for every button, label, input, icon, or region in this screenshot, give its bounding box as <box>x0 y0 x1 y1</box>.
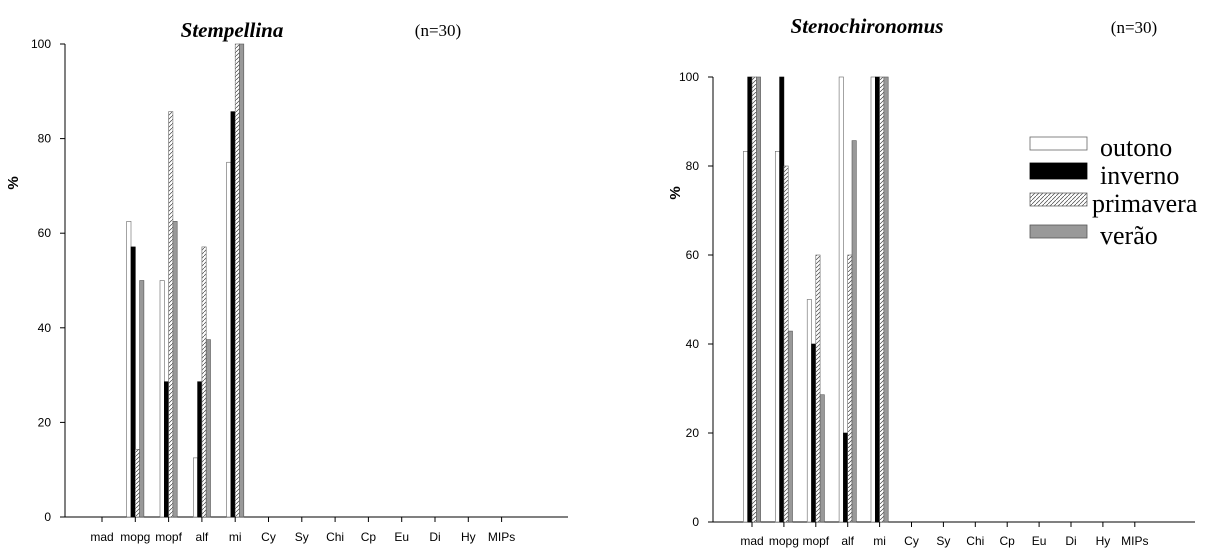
y-tick-label: 100 <box>31 37 51 51</box>
bar-primavera-alf <box>847 254 853 523</box>
bar-inverno-mad <box>747 76 753 523</box>
x-tick-label: alf <box>196 530 209 544</box>
legend-swatch-outono <box>1029 136 1088 151</box>
x-tick-label: Chi <box>326 530 344 544</box>
bar-inverno-mopf <box>811 343 817 523</box>
y-tick-label: 40 <box>686 337 700 351</box>
sample-size-annotation: (n=30) <box>1111 18 1157 37</box>
x-tick-label: mopf <box>802 534 829 548</box>
x-tick-label: MIPs <box>488 530 515 544</box>
bar-inverno-mopf <box>164 381 169 518</box>
bar-primavera-mad <box>751 76 757 523</box>
bar-outono-alf <box>838 76 844 523</box>
bar-primavera-alf <box>201 246 207 518</box>
x-tick-label: Chi <box>966 534 984 548</box>
bar-inverno-mi <box>230 111 236 518</box>
bar-verão-alf <box>205 339 211 518</box>
sample-size-annotation: (n=30) <box>415 21 461 40</box>
x-tick-label: Hy <box>1096 534 1111 548</box>
legend-swatch-verão <box>1029 224 1088 239</box>
bar-verão-mi <box>239 43 245 518</box>
y-axis-label: % <box>667 186 684 199</box>
bar-verão-mad <box>755 76 761 523</box>
y-tick-label: 100 <box>679 70 699 84</box>
x-tick-label: mi <box>873 534 886 548</box>
bar-verão-mopg <box>787 330 793 523</box>
legend-label-inverno: inverno <box>1100 161 1179 190</box>
bar-outono-alf <box>193 457 198 518</box>
y-tick-label: 20 <box>38 415 52 429</box>
y-tick-label: 0 <box>692 515 699 529</box>
bar-outono-mopf <box>159 280 165 518</box>
x-tick-label: Cy <box>261 530 276 544</box>
x-tick-label: mopg <box>120 530 150 544</box>
chart-title: Stenochironomus <box>791 14 944 38</box>
y-axis-label: % <box>5 176 22 189</box>
legend-label-verão: verão <box>1100 221 1158 250</box>
y-tick-label: 60 <box>686 248 700 262</box>
x-tick-label: Cp <box>1000 534 1016 548</box>
y-tick-label: 60 <box>38 226 52 240</box>
chart-title: Stempellina <box>181 18 284 42</box>
legend-swatch-inverno <box>1029 162 1088 180</box>
x-tick-label: Hy <box>461 530 476 544</box>
x-tick-label: mopf <box>155 530 182 544</box>
bar-inverno-alf <box>197 381 203 518</box>
bar-outono-mopf <box>806 299 812 523</box>
x-tick-label: Di <box>429 530 440 544</box>
bar-verão-mopf <box>819 394 825 523</box>
x-tick-label: Cp <box>361 530 377 544</box>
bar-primavera-mopf <box>815 254 821 523</box>
x-tick-label: alf <box>841 534 854 548</box>
y-tick-label: 0 <box>44 510 51 524</box>
bar-primavera-mi <box>234 43 240 518</box>
bar-verão-mopg <box>139 280 145 518</box>
bar-outono-mopg <box>126 221 132 518</box>
bar-inverno-mopg <box>779 76 785 523</box>
bar-verão-mi <box>883 76 889 523</box>
chart-stenochironomus: Stenochironomus (n=30) % 0 20 40 60 80 100 ma… <box>667 14 1195 548</box>
bar-inverno-alf <box>843 432 849 523</box>
y-tick-label: 80 <box>38 132 52 146</box>
x-tick-label: mopg <box>769 534 799 548</box>
legend-label-primavera: primavera <box>1092 189 1198 218</box>
bar-verão-mopf <box>172 221 178 518</box>
bar-outono-mi <box>870 76 876 523</box>
x-tick-label: mi <box>229 530 242 544</box>
bar-primavera-mopg <box>135 449 140 518</box>
x-tick-label: mad <box>90 530 113 544</box>
legend-label-outono: outono <box>1100 133 1172 162</box>
bar-outono-mi <box>226 161 232 518</box>
x-tick-label: mad <box>740 534 763 548</box>
y-tick-label: 40 <box>38 321 52 335</box>
bar-inverno-mopg <box>130 246 136 518</box>
bar-outono-mopg <box>774 151 780 523</box>
x-tick-label: Sy <box>295 530 309 544</box>
x-tick-label: Sy <box>936 534 950 548</box>
bar-primavera-mi <box>879 76 885 523</box>
y-tick-label: 20 <box>686 426 700 440</box>
bar-outono-mad <box>743 151 749 523</box>
x-tick-label: Di <box>1065 534 1076 548</box>
legend-swatch-primavera <box>1029 192 1088 207</box>
y-tick-label: 80 <box>686 159 700 173</box>
bar-inverno-mi <box>874 76 880 523</box>
x-tick-label: Eu <box>394 530 409 544</box>
bar-primavera-mopf <box>168 111 174 518</box>
bar-verão-alf <box>851 140 857 523</box>
x-tick-label: MIPs <box>1121 534 1148 548</box>
bar-primavera-mopg <box>783 165 789 523</box>
x-tick-label: Cy <box>904 534 919 548</box>
x-tick-label: Eu <box>1032 534 1047 548</box>
